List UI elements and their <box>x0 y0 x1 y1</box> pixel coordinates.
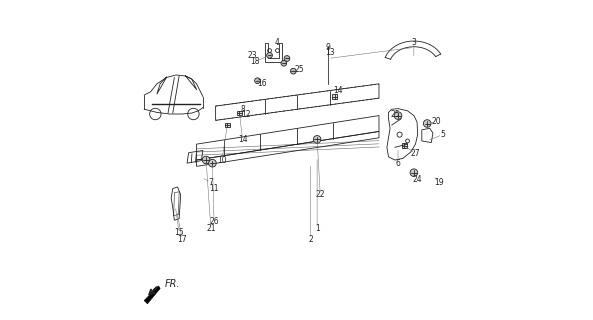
Text: 14: 14 <box>333 86 343 95</box>
Circle shape <box>202 156 210 164</box>
Circle shape <box>284 56 290 61</box>
Circle shape <box>267 52 272 58</box>
Polygon shape <box>225 123 229 127</box>
Text: 21: 21 <box>206 224 216 233</box>
Polygon shape <box>402 143 407 148</box>
Text: 10: 10 <box>217 156 227 164</box>
Circle shape <box>281 60 286 66</box>
Circle shape <box>254 78 260 84</box>
Text: 9: 9 <box>326 43 331 52</box>
Text: 23: 23 <box>247 51 257 60</box>
Text: 1: 1 <box>315 224 320 233</box>
Text: 22: 22 <box>315 190 325 199</box>
Text: FR.: FR. <box>165 279 180 289</box>
Text: 17: 17 <box>177 235 187 244</box>
Text: 13: 13 <box>326 48 335 57</box>
Text: 11: 11 <box>209 184 219 193</box>
Text: 14: 14 <box>238 135 247 144</box>
Circle shape <box>313 136 321 143</box>
Text: 27: 27 <box>410 149 420 158</box>
Circle shape <box>394 112 402 119</box>
Text: 25: 25 <box>390 109 400 118</box>
Text: 20: 20 <box>432 117 442 126</box>
Text: 15: 15 <box>174 228 184 237</box>
Text: 19: 19 <box>435 178 444 187</box>
Polygon shape <box>332 94 337 99</box>
Text: 3: 3 <box>412 38 416 47</box>
Text: 25: 25 <box>295 65 304 74</box>
Text: 18: 18 <box>250 57 260 66</box>
Polygon shape <box>237 111 242 116</box>
Text: 16: 16 <box>257 79 266 88</box>
Text: 4: 4 <box>275 38 280 47</box>
Text: 2: 2 <box>308 235 313 244</box>
Text: 5: 5 <box>440 130 445 139</box>
Polygon shape <box>144 286 160 304</box>
Circle shape <box>423 120 431 127</box>
Text: 8: 8 <box>240 105 245 114</box>
Text: 6: 6 <box>396 159 400 168</box>
Text: 12: 12 <box>241 109 250 118</box>
Text: 24: 24 <box>412 174 422 184</box>
Text: 7: 7 <box>208 178 213 187</box>
Text: 26: 26 <box>209 217 219 226</box>
Circle shape <box>209 159 216 167</box>
Circle shape <box>291 68 296 74</box>
Circle shape <box>410 169 417 177</box>
